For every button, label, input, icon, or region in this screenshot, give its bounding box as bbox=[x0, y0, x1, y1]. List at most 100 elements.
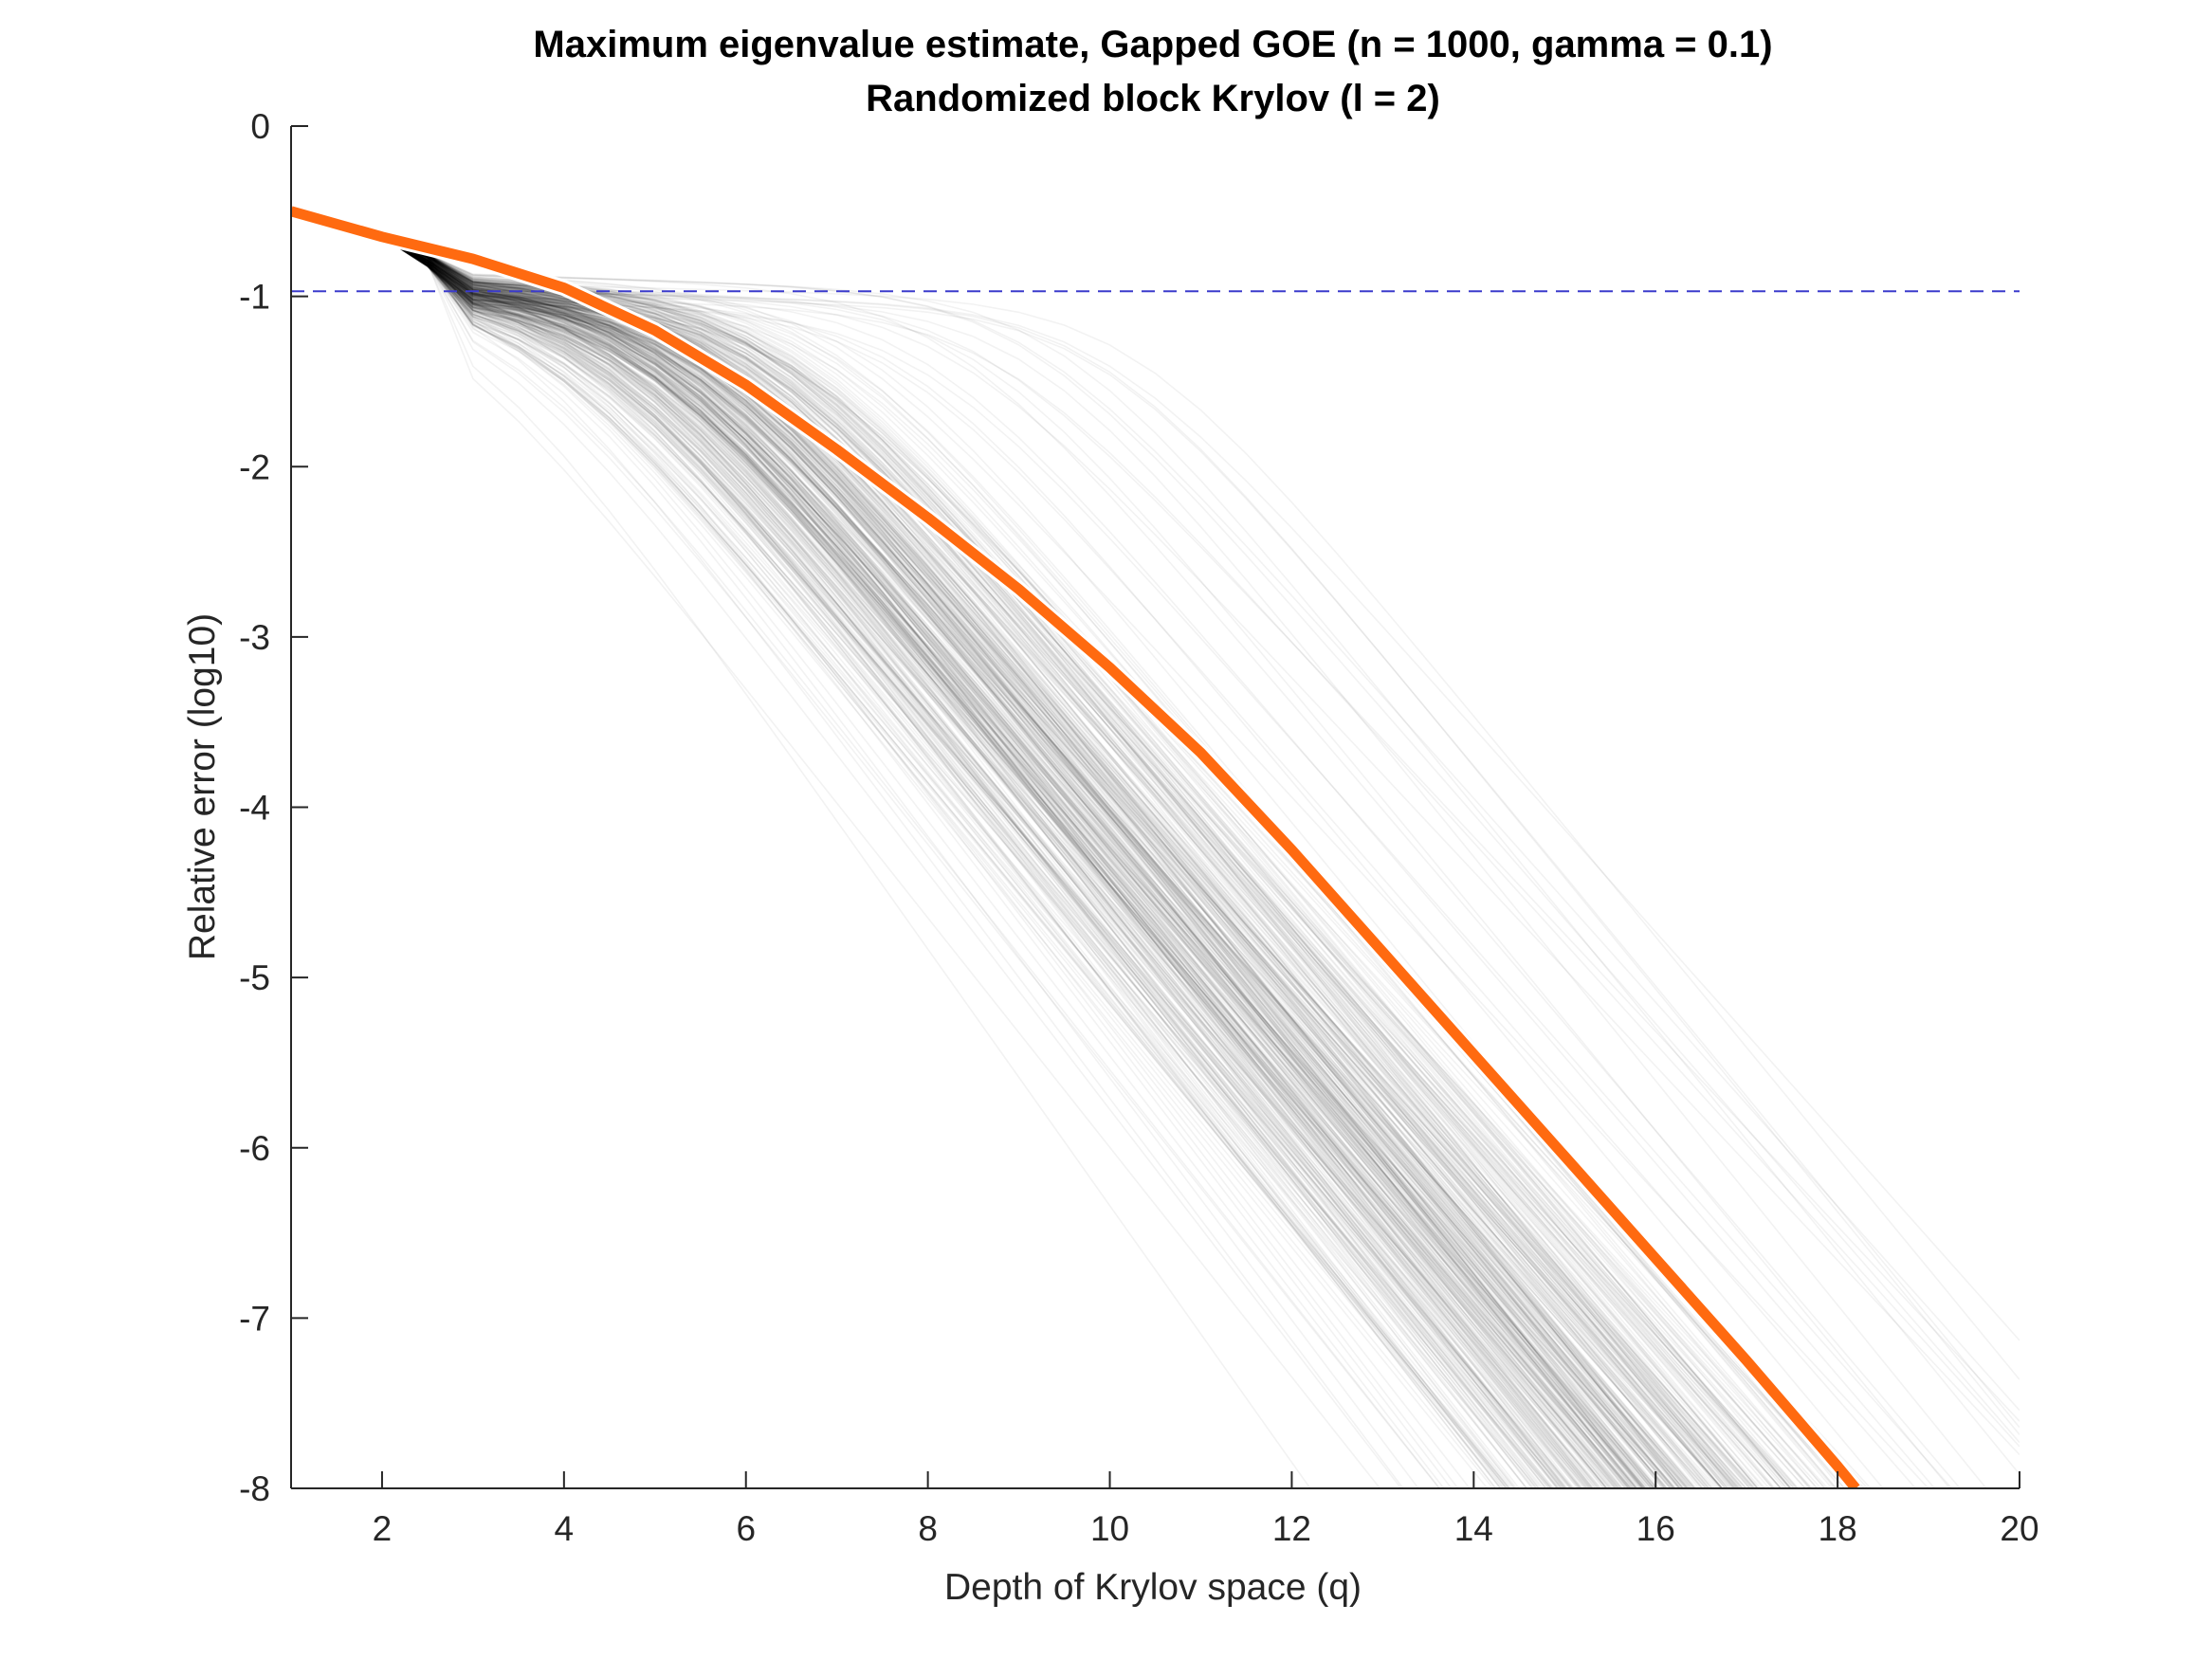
trial-curve bbox=[291, 210, 1572, 1488]
trial-curve bbox=[291, 210, 1782, 1488]
trial-curve bbox=[291, 210, 1645, 1488]
trial-curve bbox=[291, 210, 1654, 1488]
trial-curve bbox=[291, 210, 1580, 1488]
trial-curve bbox=[291, 210, 1547, 1488]
trial-curve bbox=[291, 210, 1516, 1488]
trial-curve bbox=[291, 210, 1708, 1488]
trial-curve bbox=[291, 210, 1690, 1488]
trial-curve bbox=[291, 210, 1655, 1488]
trial-curve bbox=[291, 210, 1647, 1488]
trial-curve bbox=[291, 210, 1658, 1488]
trial-curve bbox=[291, 210, 1675, 1488]
trial-curve bbox=[291, 210, 1722, 1488]
trial-curve bbox=[291, 210, 1723, 1488]
x-tick-label: 8 bbox=[918, 1509, 938, 1548]
trial-curve bbox=[291, 210, 1696, 1488]
trial-curve bbox=[291, 210, 1660, 1488]
trial-curve bbox=[291, 210, 1745, 1488]
trial-curve bbox=[291, 210, 1785, 1488]
trial-curve bbox=[291, 210, 1600, 1488]
trial-curve bbox=[291, 210, 1689, 1488]
trial-curve bbox=[291, 210, 2020, 1412]
trial-curve bbox=[291, 210, 1666, 1488]
trial-curve bbox=[291, 210, 1744, 1488]
trial-curve bbox=[291, 210, 1635, 1488]
trial-curve bbox=[291, 210, 1655, 1488]
trial-curve bbox=[291, 210, 1691, 1488]
trial-curve bbox=[291, 210, 1688, 1488]
trial-curve bbox=[291, 210, 1565, 1488]
trial-curve bbox=[291, 210, 1732, 1488]
trial-curve bbox=[291, 210, 1684, 1488]
trial-curve bbox=[291, 210, 1615, 1488]
trial-curve bbox=[291, 210, 1734, 1488]
trial-curve bbox=[291, 210, 1669, 1488]
trial-curve bbox=[291, 210, 1756, 1488]
trial-curve bbox=[291, 210, 1642, 1488]
trial-curve bbox=[291, 210, 1528, 1488]
trial-curve bbox=[291, 210, 1669, 1488]
trial-curve bbox=[291, 210, 1760, 1488]
trial-curve bbox=[291, 210, 1694, 1488]
trial-curve bbox=[291, 210, 1713, 1488]
trial-curve bbox=[291, 210, 1675, 1488]
trial-curve bbox=[291, 210, 1743, 1488]
trial-curve bbox=[291, 210, 1573, 1488]
trial-curve bbox=[291, 210, 1575, 1488]
trial-curve bbox=[291, 210, 1587, 1488]
trial-curve bbox=[291, 210, 1636, 1488]
trial-curve bbox=[291, 210, 1674, 1488]
trial-curve bbox=[291, 210, 1545, 1488]
trial-curve bbox=[291, 210, 1696, 1488]
trial-curve bbox=[291, 210, 1635, 1488]
trial-curve bbox=[291, 210, 1741, 1488]
trial-curve bbox=[291, 210, 1598, 1488]
trial-curve bbox=[291, 210, 1667, 1488]
trial-curve bbox=[291, 210, 1698, 1488]
trial-curve bbox=[291, 210, 1757, 1488]
trial-curve bbox=[291, 210, 1735, 1488]
trial-curve bbox=[291, 210, 1664, 1488]
trial-curve bbox=[291, 210, 1612, 1488]
trial-curve bbox=[291, 210, 1593, 1488]
trial-curve bbox=[291, 210, 1622, 1488]
x-tick-label: 16 bbox=[1636, 1509, 1675, 1548]
trial-curve bbox=[291, 210, 1404, 1488]
trial-curve bbox=[291, 210, 1696, 1488]
trial-curve bbox=[291, 210, 1608, 1488]
trial-curve bbox=[291, 210, 1953, 1488]
trial-curve bbox=[291, 210, 1704, 1488]
trial-curve bbox=[291, 210, 1639, 1488]
trial-curve bbox=[291, 210, 1602, 1488]
trial-curve bbox=[291, 210, 1754, 1488]
trial-curve bbox=[291, 210, 1555, 1488]
trial-curve bbox=[291, 210, 1759, 1488]
trial-curve bbox=[291, 210, 1745, 1488]
trial-curve bbox=[291, 210, 1724, 1488]
trial-curve bbox=[291, 210, 1665, 1488]
trial-curve bbox=[291, 210, 1673, 1488]
trial-curve bbox=[291, 210, 1508, 1488]
trial-curve bbox=[291, 210, 1719, 1488]
trial-curve bbox=[291, 210, 1579, 1488]
trial-curve bbox=[291, 210, 1724, 1488]
trial-curve bbox=[291, 210, 1731, 1488]
trial-curve bbox=[291, 210, 1652, 1488]
trial-curve bbox=[291, 210, 1633, 1488]
trial-curve bbox=[291, 210, 1666, 1488]
trial-curve bbox=[291, 210, 1503, 1488]
trial-curve bbox=[291, 210, 1568, 1488]
trial-curve bbox=[291, 210, 1760, 1488]
trial-curve bbox=[291, 210, 1569, 1488]
trial-curve bbox=[291, 210, 1614, 1488]
trial-curve bbox=[291, 210, 1592, 1488]
trial-curve bbox=[291, 210, 1633, 1488]
series-group bbox=[291, 203, 1862, 1488]
trial-curve bbox=[291, 210, 1565, 1488]
trial-curve bbox=[291, 210, 1589, 1488]
trial-curve bbox=[291, 210, 1723, 1488]
trial-curve bbox=[291, 210, 1626, 1488]
trial-curve bbox=[291, 210, 1560, 1488]
trial-curve bbox=[291, 210, 1554, 1488]
trial-curve bbox=[291, 210, 1791, 1488]
